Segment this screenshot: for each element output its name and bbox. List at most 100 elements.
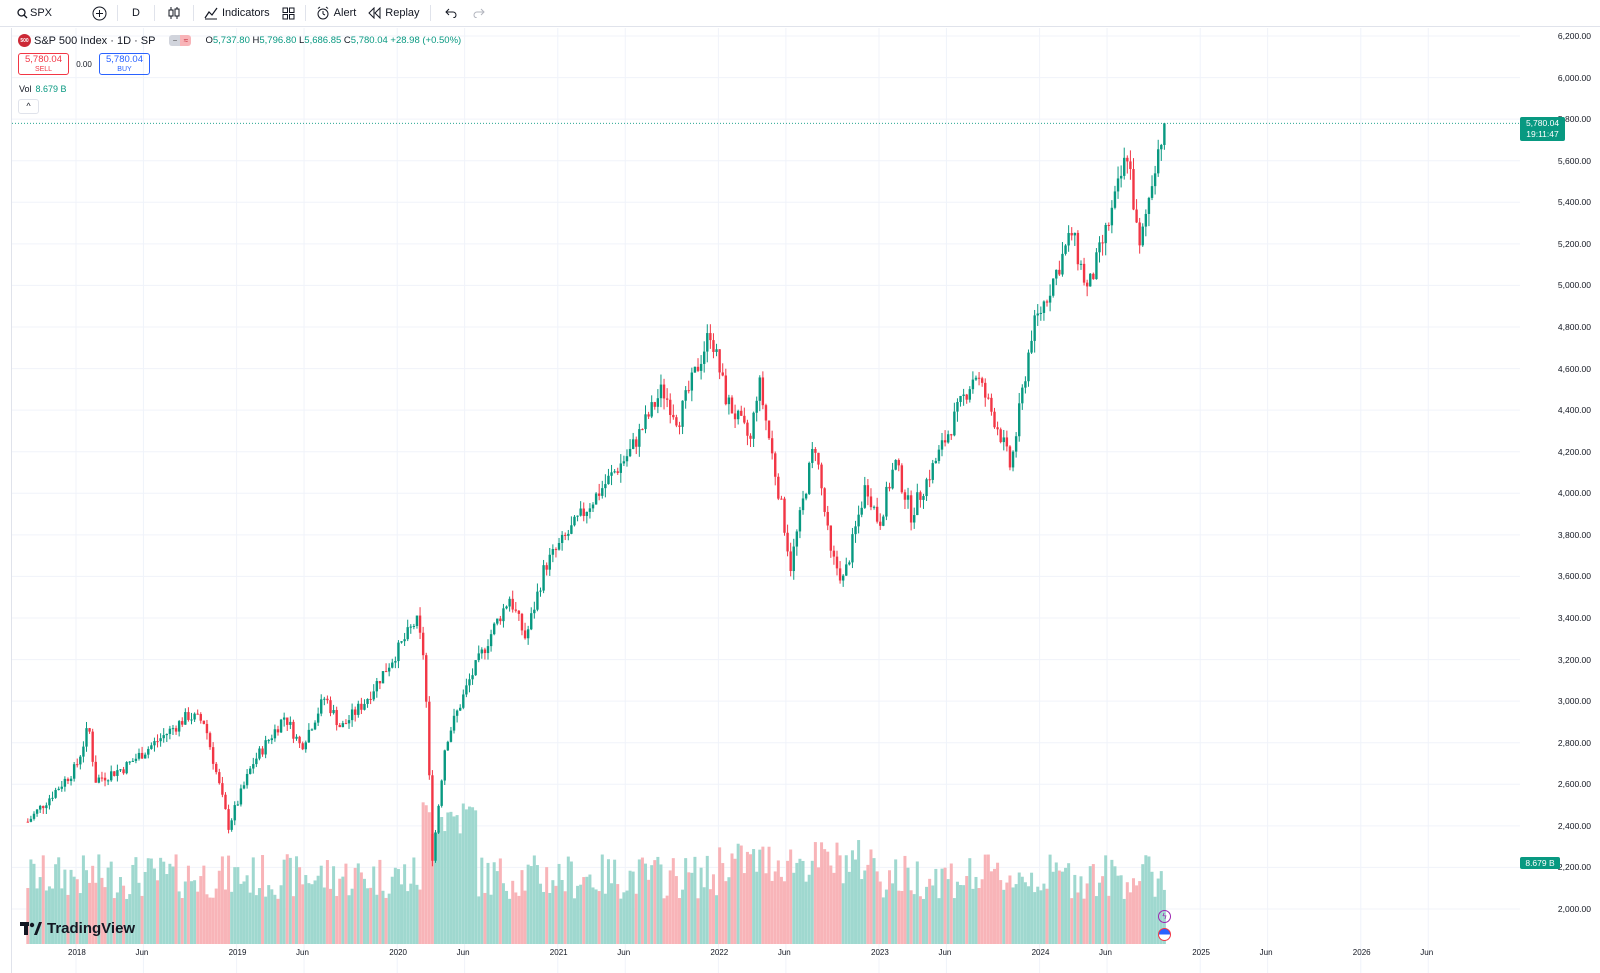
volume-bar — [1138, 881, 1142, 944]
candle-body — [125, 762, 128, 774]
alert-button[interactable]: Alert — [310, 0, 363, 27]
volume-bar — [276, 898, 280, 944]
volume-bar — [1079, 876, 1083, 944]
volume-bar — [850, 850, 854, 944]
volume-bar — [776, 860, 780, 944]
minus-icon[interactable]: − — [169, 35, 181, 46]
volume-bar — [208, 897, 212, 944]
candle-body — [357, 703, 360, 715]
candle-body — [82, 746, 85, 757]
candle-body — [264, 740, 267, 755]
legend-title[interactable]: S&P 500 Index · 1D · SP — [34, 34, 156, 47]
volume-bar — [900, 890, 904, 944]
candle-body — [993, 411, 996, 428]
us-flag-icon[interactable] — [1158, 928, 1171, 941]
chart-type-button[interactable] — [159, 0, 189, 27]
candle-body — [42, 805, 45, 809]
candle-body — [412, 625, 416, 627]
candle-body — [931, 463, 934, 480]
volume-bar — [455, 815, 459, 944]
volume-legend[interactable]: Vol 8.679 B — [19, 84, 67, 94]
price-tick-label: 5,200.00 — [1557, 238, 1591, 249]
candle-body — [712, 340, 715, 352]
candle-body — [221, 783, 224, 795]
candle-body — [286, 717, 289, 725]
candle-body — [462, 694, 465, 708]
indicators-button[interactable]: Indicators — [198, 0, 276, 27]
candle-body — [548, 554, 551, 570]
volume-bar — [835, 842, 839, 944]
layouts-button[interactable] — [276, 0, 301, 27]
volume-bar — [603, 893, 607, 944]
candle-body — [1119, 175, 1123, 179]
volume-bar — [600, 854, 604, 944]
candle-body — [69, 778, 73, 782]
volume-bar — [381, 890, 385, 944]
candle-body — [557, 543, 561, 550]
sell-button[interactable]: 5,780.04 SELL — [18, 53, 69, 75]
volume-bar — [41, 855, 45, 944]
volume-bar — [257, 888, 261, 944]
volume-bar — [1030, 872, 1034, 944]
volume-bar — [980, 879, 984, 944]
candle-body — [1150, 186, 1154, 198]
volume-bar — [403, 864, 407, 944]
candle-body — [418, 615, 422, 633]
lightning-icon[interactable]: ϟ — [1158, 910, 1171, 923]
volume-bar — [1147, 856, 1151, 944]
price-chart[interactable] — [0, 28, 1600, 973]
bar-countdown: 19:11:47 — [1526, 129, 1559, 139]
candle-body — [919, 492, 922, 500]
candle-body — [94, 761, 97, 783]
volume-bar — [335, 895, 339, 944]
price-tick-label: 3,800.00 — [1557, 529, 1591, 540]
volume-bar — [1017, 872, 1021, 944]
close-value: 5,780.04 — [350, 35, 388, 46]
price-tick-label: 3,600.00 — [1557, 571, 1591, 582]
volume-bar — [983, 854, 987, 944]
volume-bar — [628, 870, 632, 944]
interval-button[interactable]: D — [122, 0, 150, 27]
candle-body — [817, 452, 820, 465]
candle-body — [798, 510, 802, 532]
candle-body — [181, 721, 184, 725]
candle-body — [1055, 269, 1058, 279]
volume-bar — [66, 894, 70, 944]
candle-body — [647, 414, 650, 417]
approx-icon[interactable]: ≈ — [180, 35, 192, 46]
legend-controls[interactable]: − ≈ — [169, 35, 192, 46]
undo-button[interactable] — [435, 0, 467, 27]
volume-bar — [968, 858, 972, 944]
candle-body — [820, 464, 823, 489]
chevron-up-icon: ^ — [26, 101, 31, 111]
volume-bar — [304, 875, 308, 944]
volume-bar — [458, 833, 462, 944]
candle-body — [168, 728, 172, 734]
redo-button[interactable] — [467, 0, 491, 27]
candle-body — [990, 397, 993, 412]
compare-button[interactable] — [86, 0, 113, 27]
volume-bar — [545, 867, 549, 944]
interval-label: D — [132, 7, 140, 19]
candle-body — [267, 740, 270, 742]
candle-body — [950, 434, 953, 436]
volume-bar — [548, 892, 552, 944]
collapse-legend-button[interactable]: ^ — [18, 99, 39, 114]
tradingview-logo[interactable]: TradingView — [20, 920, 135, 937]
symbol-search[interactable]: SPX — [0, 0, 58, 27]
replay-button[interactable]: Replay — [362, 0, 425, 27]
volume-bar — [1008, 875, 1012, 944]
volume-bar — [1156, 878, 1160, 944]
volume-bar — [199, 876, 203, 944]
candle-body — [443, 750, 446, 781]
candle-body — [100, 777, 104, 779]
volume-bar — [999, 880, 1003, 944]
candle-body — [455, 710, 459, 716]
buy-button[interactable]: 5,780.04 BUY — [99, 53, 150, 75]
volume-bar — [122, 885, 126, 944]
candle-body — [57, 788, 60, 790]
candle-body — [866, 485, 870, 497]
volume-bar — [325, 860, 329, 944]
volume-bar — [106, 867, 110, 944]
top-toolbar: SPX D Indicators Alert Replay — [0, 0, 1600, 27]
